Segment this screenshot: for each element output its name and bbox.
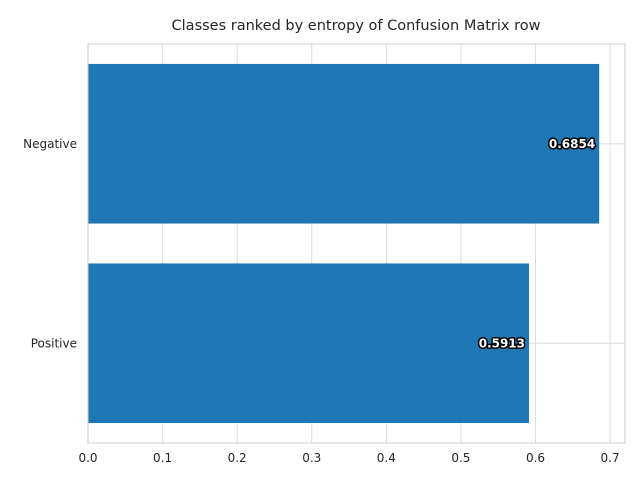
x-axis-ticks: 0.0 0.1 0.2 0.3 0.4 0.5 0.6 0.7	[78, 451, 619, 465]
x-tick-label: 0.6	[526, 451, 545, 465]
value-labels: 0.6854 0.5913	[477, 135, 596, 352]
x-tick-label: 0.3	[302, 451, 321, 465]
x-tick-label: 0.0	[78, 451, 97, 465]
bar-positive	[88, 263, 530, 424]
bar-negative	[88, 63, 600, 224]
x-tick-label: 0.5	[451, 451, 470, 465]
y-tick-label: Positive	[31, 336, 77, 350]
value-label: 0.6854	[549, 137, 595, 151]
value-label: 0.5913	[479, 336, 525, 350]
x-tick-label: 0.2	[228, 451, 247, 465]
x-tick-label: 0.4	[377, 451, 396, 465]
bars-layer	[88, 63, 600, 424]
plot-frame	[87, 43, 626, 444]
y-axis-ticks: Negative Positive	[23, 137, 77, 351]
x-tick-label: 0.7	[601, 451, 620, 465]
y-tick-label: Negative	[23, 137, 77, 151]
spines-layer	[87, 43, 626, 444]
x-tick-label: 0.1	[153, 451, 172, 465]
chart-title: Classes ranked by entropy of Confusion M…	[172, 18, 541, 34]
